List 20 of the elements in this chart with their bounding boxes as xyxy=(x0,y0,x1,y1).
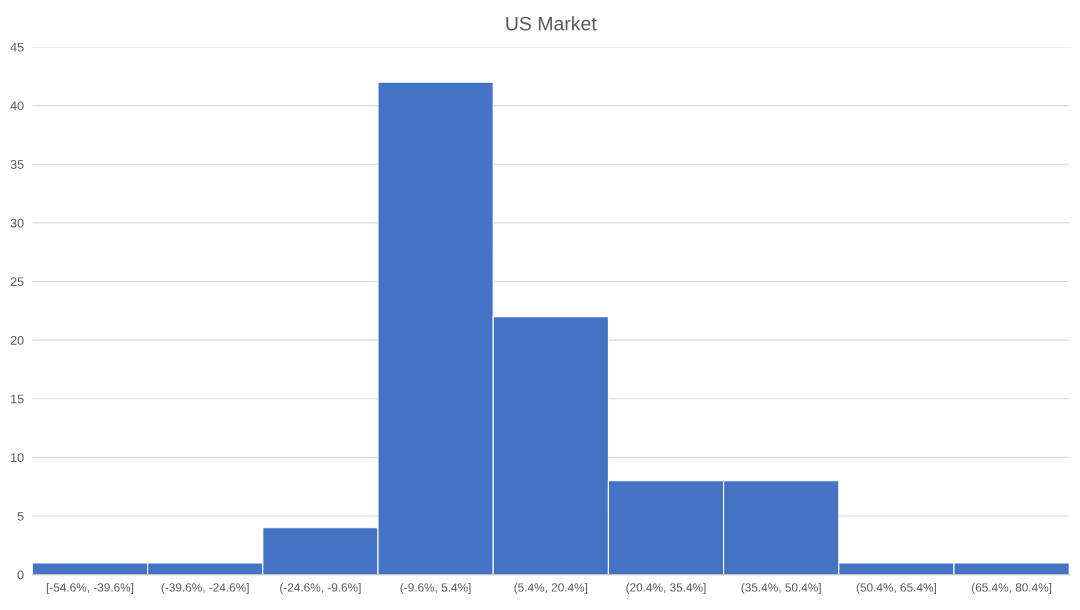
x-tick-label: (65.4%, 80.4%] xyxy=(971,582,1052,594)
y-tick-label: 0 xyxy=(17,570,24,580)
y-tick-label: 5 xyxy=(17,511,24,521)
x-tick-label: (5.4%, 20.4%] xyxy=(514,582,588,594)
y-tick-label: 20 xyxy=(10,335,24,345)
y-tick-label: 30 xyxy=(10,218,24,228)
x-tick-label: (20.4%, 35.4%] xyxy=(626,582,706,594)
x-tick-label: (50.4%, 65.4%] xyxy=(856,582,936,594)
y-tick-label: 10 xyxy=(11,453,24,463)
x-tick-label: (-9.6%, 5.4%] xyxy=(400,582,471,594)
x-tick-label: (-24.6%, -9.6%] xyxy=(280,582,361,594)
y-tick-label: 35 xyxy=(10,160,24,169)
y-tick-label: 40 xyxy=(10,101,24,111)
y-tick-label: 45 xyxy=(10,42,24,52)
chart-title: US Market xyxy=(506,16,597,31)
x-tick-label: [-54.6%, -39.6%] xyxy=(46,582,134,594)
x-tick-label: (35.4%, 50.4%] xyxy=(741,582,821,594)
y-tick-label: 25 xyxy=(10,277,24,287)
x-tick-label: (-39.6%, -24.6%] xyxy=(161,582,249,594)
y-tick-label: 15 xyxy=(11,394,24,404)
